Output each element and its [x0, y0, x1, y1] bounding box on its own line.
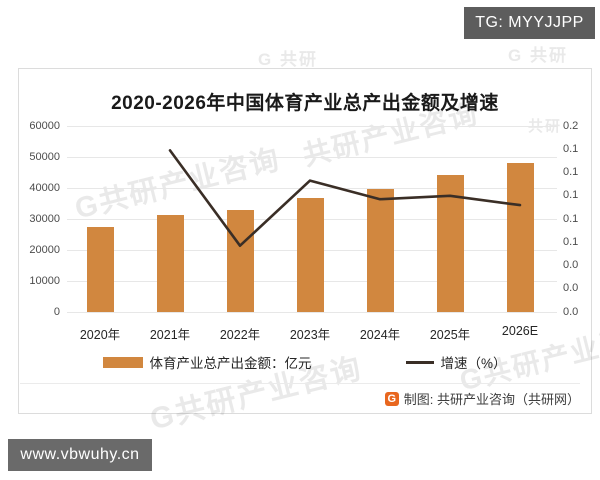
- y-axis-tick-right: 0.1: [563, 189, 579, 202]
- gridline: [67, 126, 557, 127]
- y-axis-tick-left: 40000: [29, 181, 60, 194]
- y-axis-tick-right: 0.0: [563, 259, 579, 271]
- gongyan-logo-icon: G: [384, 391, 399, 406]
- x-axis-label-2021年: 2021年: [149, 328, 191, 342]
- y-axis-tick-left: 30000: [29, 212, 60, 225]
- gridline: [67, 312, 557, 313]
- x-axis-label-2024年: 2024年: [359, 328, 401, 342]
- y-axis-tick-right: 0.2: [563, 119, 579, 132]
- bar-2025年: [436, 175, 464, 312]
- y-axis-tick-right: 0.1: [563, 235, 579, 248]
- x-axis-label-2020年: 2020年: [79, 328, 121, 342]
- bar-2022年: [226, 209, 254, 312]
- chart-title: 2020-2026年中国体育产业总产出金额及增速: [111, 93, 499, 114]
- y-axis-tick-left: 10000: [29, 274, 60, 287]
- y-axis-tick-right: 0.1: [563, 166, 579, 178]
- attribution-divider: [20, 383, 580, 384]
- legend: 体育产业总产出金额：亿元 增速（%）: [18, 352, 592, 372]
- bar-2026E: [506, 162, 534, 312]
- attribution-text: 制图: 共研产业咨询（共研网）: [403, 392, 580, 407]
- x-axis-label-2023年: 2023年: [289, 328, 331, 342]
- bar-2024年: [366, 188, 394, 312]
- y-axis-tick-left: 0: [53, 305, 60, 318]
- legend-bar-label: 体育产业总产出金额：亿元: [149, 356, 312, 371]
- bar-2020年: [86, 227, 114, 312]
- legend-line-label: 增速（%）: [440, 356, 507, 371]
- y-axis-tick-right: 0.0: [563, 282, 579, 295]
- x-axis-label-2026E: 2026E: [501, 324, 539, 338]
- bar-2023年: [296, 198, 324, 312]
- gridline: [67, 188, 557, 189]
- y-axis-tick-left: 50000: [29, 150, 60, 163]
- x-axis-label-2022年: 2022年: [219, 328, 261, 342]
- url-watermark-badge: www.vbwuhy.cn: [8, 439, 152, 471]
- y-axis-tick-left: 20000: [29, 243, 60, 256]
- x-axis-label-2025年: 2025年: [429, 328, 471, 342]
- bar-2021年: [156, 215, 184, 312]
- gridline: [67, 157, 557, 158]
- legend-line-swatch-icon: [406, 360, 435, 364]
- y-axis-tick-right: 0.1: [563, 142, 579, 155]
- y-axis-tick-left: 60000: [29, 119, 60, 132]
- y-axis-tick-right: 0.0: [563, 305, 579, 318]
- attribution: G 制图: 共研产业咨询（共研网）: [384, 389, 580, 408]
- y-axis-tick-right: 0.1: [563, 212, 579, 225]
- legend-bar-swatch-icon: [103, 356, 144, 368]
- tg-watermark-badge: TG: MYYJJPP: [464, 7, 595, 39]
